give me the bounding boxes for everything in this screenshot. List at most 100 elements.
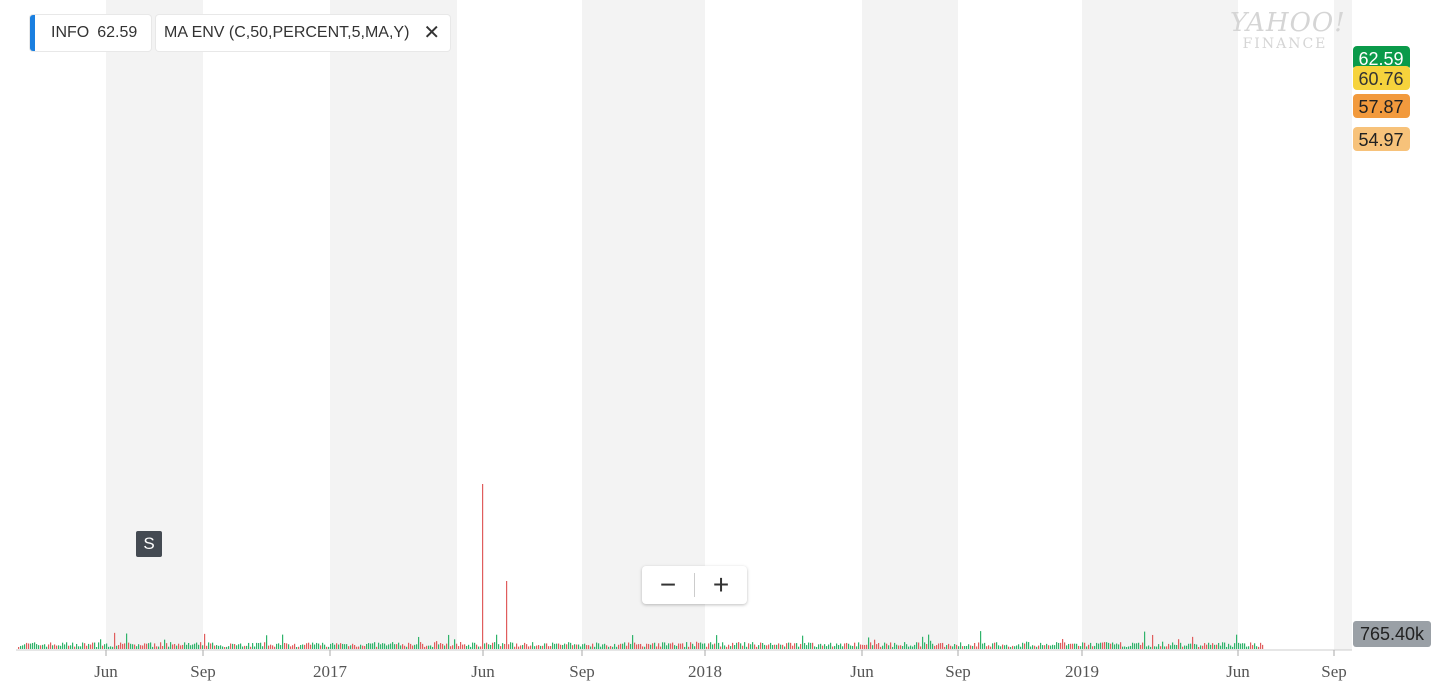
volume-bar: [124, 643, 126, 649]
volume-bar: [96, 646, 98, 649]
volume-bar: [1104, 642, 1106, 649]
volume-bar: [176, 645, 178, 649]
volume-bar: [1154, 646, 1156, 649]
volume-bar: [856, 646, 858, 649]
volume-bar: [774, 644, 776, 649]
volume-bar: [516, 643, 518, 649]
volume-bar: [276, 643, 278, 649]
volume-bar: [440, 643, 442, 649]
volume-bar: [1120, 642, 1122, 649]
volume-bar: [1082, 642, 1084, 649]
volume-bar: [606, 645, 608, 649]
volume-bar: [758, 645, 760, 649]
volume-bar: [660, 646, 662, 649]
volume-bar: [106, 643, 108, 649]
volume-bar: [454, 639, 456, 649]
volume-bars: [18, 484, 1264, 649]
volume-bar: [1210, 644, 1212, 649]
volume-bar: [710, 642, 712, 649]
volume-bar: [880, 646, 882, 649]
volume-bar: [1164, 646, 1166, 649]
volume-bar: [1222, 642, 1224, 649]
volume-bar: [1080, 646, 1082, 649]
volume-bar: [76, 643, 78, 649]
volume-bar: [1046, 643, 1048, 649]
volume-bar: [692, 643, 694, 649]
volume-bar: [1240, 643, 1242, 649]
close-icon[interactable]: ✕: [423, 22, 441, 44]
volume-bar: [1250, 642, 1252, 649]
volume-bar: [1028, 642, 1030, 649]
volume-bar: [544, 643, 546, 649]
volume-bar: [322, 642, 324, 649]
volume-bar: [672, 642, 674, 649]
volume-bar: [600, 646, 602, 649]
volume-bar: [622, 643, 624, 649]
volume-bar: [42, 644, 44, 649]
volume-bar: [1218, 642, 1220, 649]
zoom-in-button[interactable]: +: [712, 569, 730, 600]
volume-bar: [338, 644, 340, 649]
zoom-out-button[interactable]: −: [659, 569, 677, 600]
ticker-legend-pill[interactable]: INFO 62.59: [30, 15, 152, 51]
volume-bar: [784, 646, 786, 649]
volume-bar: [1090, 642, 1092, 649]
volume-bar: [1098, 643, 1100, 649]
volume-bar: [310, 644, 312, 649]
volume-bar: [940, 643, 942, 649]
volume-bar: [342, 643, 344, 649]
volume-bar: [402, 644, 404, 649]
volume-bar: [630, 643, 632, 649]
volume-bar: [386, 645, 388, 649]
volume-bar: [1136, 643, 1138, 649]
x-tick-label: Sep: [190, 662, 216, 681]
volume-bar: [652, 643, 654, 649]
volume-bar: [1178, 639, 1180, 649]
volume-bar: [586, 645, 588, 649]
volume-bar: [46, 646, 48, 649]
volume-bar: [1260, 642, 1262, 649]
volume-bar: [488, 644, 490, 649]
volume-bar: [748, 643, 750, 649]
volume-bar: [376, 646, 378, 649]
volume-bar: [1158, 644, 1160, 649]
volume-bar: [598, 643, 600, 649]
volume-bar: [80, 646, 82, 649]
study-legend-pill[interactable]: MA ENV (C,50,PERCENT,5,MA,Y) ✕: [156, 15, 451, 51]
volume-bar: [418, 636, 420, 649]
volume-bar: [970, 645, 972, 649]
volume-bar: [1100, 642, 1102, 649]
volume-bar: [128, 642, 130, 649]
volume-bar: [1094, 645, 1096, 649]
volume-bar: [152, 646, 154, 649]
volume-bar: [1162, 641, 1164, 649]
volume-bar: [178, 643, 180, 649]
volume-bar: [626, 645, 628, 649]
split-marker[interactable]: S: [136, 531, 162, 557]
volume-bar: [1074, 643, 1076, 649]
volume-bar: [320, 645, 322, 649]
volume-bar: [300, 644, 302, 649]
volume-bar: [942, 642, 944, 649]
volume-bar: [258, 643, 260, 649]
volume-bar: [34, 642, 36, 649]
volume-bar: [378, 642, 380, 649]
volume-bar: [158, 646, 160, 649]
volume-bar: [568, 642, 570, 649]
volume-bar: [1214, 644, 1216, 649]
volume-bar: [180, 645, 182, 649]
volume-bar: [1026, 641, 1028, 649]
volume-bar: [678, 643, 680, 649]
volume-bar: [306, 643, 308, 649]
volume-bar: [1086, 646, 1088, 649]
volume-bar: [146, 643, 148, 649]
volume-bar: [500, 646, 502, 649]
volume-bar: [1116, 643, 1118, 649]
volume-bar: [410, 643, 412, 649]
volume-bar: [218, 645, 220, 649]
volume-bar: [936, 645, 938, 649]
volume-bar: [1124, 646, 1126, 649]
volume-bar: [950, 645, 952, 649]
volume-bar: [666, 645, 668, 649]
